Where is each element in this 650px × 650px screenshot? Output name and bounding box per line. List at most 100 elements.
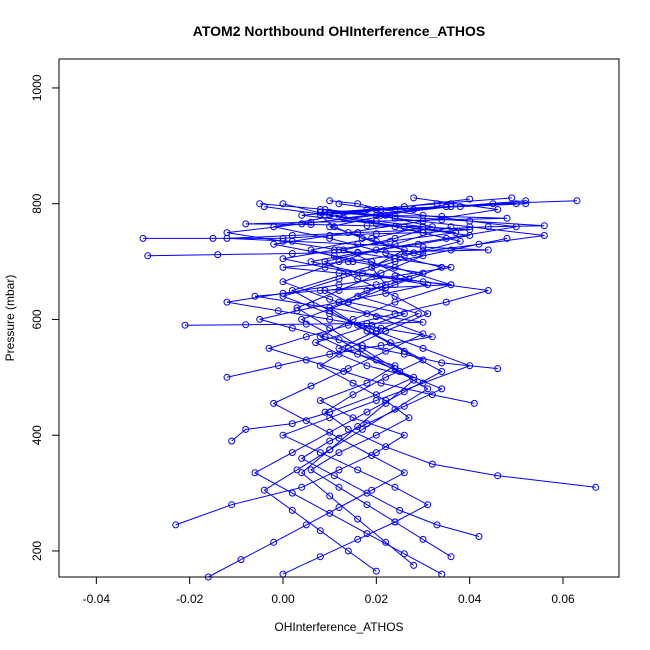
data-point [382, 399, 390, 407]
y-axis: 200 400 600 800 1000 [30, 74, 59, 561]
data-point [335, 483, 343, 491]
data-point [288, 420, 296, 428]
x-axis: -0.04 -0.02 0.00 0.02 0.04 0.06 [83, 577, 575, 606]
data-point [400, 252, 408, 260]
data-point [260, 203, 268, 211]
data-point [484, 223, 492, 231]
data-point [428, 460, 436, 468]
data-point [335, 336, 343, 344]
data-point [326, 428, 334, 436]
data-point [573, 197, 581, 205]
data-point [447, 246, 455, 254]
data-point [298, 220, 306, 228]
series-5 [270, 194, 502, 540]
data-point [335, 281, 343, 289]
data-point [475, 533, 483, 540]
data-point [447, 203, 455, 211]
data-point [228, 437, 236, 445]
series-line [208, 226, 452, 578]
data-point [466, 195, 474, 203]
data-point [368, 321, 376, 329]
data-point [326, 223, 334, 231]
data-point [354, 240, 362, 248]
data-point [344, 298, 352, 306]
series-line [273, 198, 470, 566]
data-point [326, 350, 334, 358]
data-point [344, 547, 352, 555]
data-point [326, 315, 334, 323]
data-point [382, 538, 390, 546]
y-tick-label: 400 [30, 425, 44, 445]
data-point [475, 240, 483, 248]
x-tick-label: 0.02 [365, 592, 389, 606]
data-point [484, 287, 492, 294]
data-point [391, 518, 399, 526]
data-point [372, 230, 380, 238]
data-point [321, 333, 329, 341]
series-line [273, 197, 498, 537]
data-point [363, 530, 371, 538]
data-point [326, 414, 334, 422]
data-point [335, 350, 343, 358]
x-tick-label: 0.00 [271, 592, 295, 606]
data-point [400, 550, 408, 558]
data-point [326, 446, 334, 454]
data-point [316, 553, 324, 561]
data-point [242, 321, 250, 329]
data-point [270, 399, 278, 407]
data-point [288, 506, 296, 514]
series-line [281, 237, 508, 575]
data-point [428, 333, 436, 341]
data-point [382, 443, 390, 451]
data-point [279, 255, 287, 263]
data-point [372, 211, 380, 219]
data-point [363, 362, 371, 370]
data-point [372, 356, 380, 364]
data-point [139, 234, 147, 242]
data-point [316, 397, 324, 404]
data-point [438, 263, 446, 271]
data-point [270, 538, 278, 546]
data-point [428, 391, 436, 399]
data-point [279, 278, 287, 286]
data-point [344, 269, 352, 277]
data-point [349, 379, 357, 387]
data-point [144, 252, 152, 260]
data-point [377, 342, 385, 349]
data-point [237, 556, 245, 564]
data-point [424, 385, 432, 393]
data-point [363, 501, 371, 509]
data-point [442, 298, 450, 306]
data-point [354, 350, 362, 358]
data-point [270, 223, 278, 231]
data-point [419, 318, 427, 326]
data-point [438, 385, 446, 393]
data-point [279, 237, 287, 245]
data-point [256, 315, 264, 323]
data-point [405, 414, 413, 422]
data-point [363, 222, 371, 230]
data-point [298, 315, 306, 323]
data-point [363, 408, 371, 416]
data-point [274, 307, 282, 315]
data-point [419, 535, 427, 543]
data-point [335, 200, 343, 208]
data-point [335, 466, 343, 474]
data-point [447, 553, 455, 561]
data-point [288, 324, 296, 332]
data-point [494, 206, 502, 213]
data-point [592, 483, 600, 491]
data-point [363, 310, 371, 318]
data-point [307, 221, 315, 228]
data-point [400, 347, 408, 355]
data-point [326, 197, 334, 205]
data-point [307, 466, 315, 474]
data-point [293, 304, 301, 312]
data-point [270, 240, 278, 248]
data-point [228, 501, 236, 509]
y-tick-label: 600 [30, 309, 44, 329]
data-point [400, 203, 408, 211]
data-point [302, 417, 310, 425]
data-point [354, 466, 362, 474]
x-tick-label: 0.06 [551, 592, 575, 606]
